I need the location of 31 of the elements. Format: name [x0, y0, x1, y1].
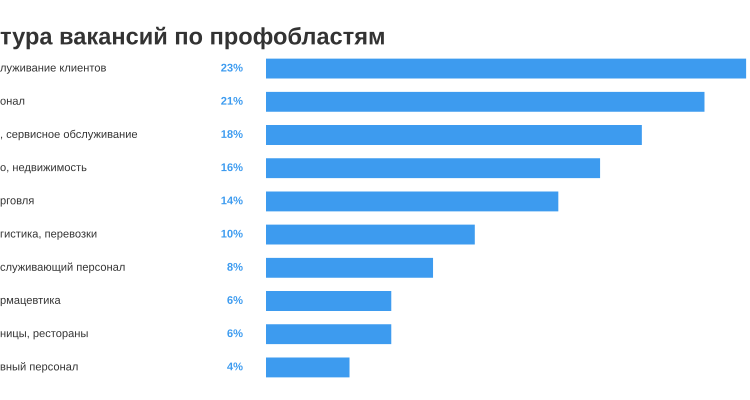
y-tick-label: о, недвижимость — [0, 165, 86, 174]
data-label: 14% — [221, 196, 243, 204]
y-tick-label: , сервисное обслуживание — [1, 130, 138, 140]
data-label: 16% — [221, 163, 243, 172]
y-tick-label: онал — [0, 98, 24, 105]
data-label: 8% — [227, 262, 243, 271]
bar — [266, 291, 392, 311]
bar — [266, 158, 600, 178]
data-label: 4% — [227, 362, 243, 370]
data-label: 6% — [227, 296, 243, 304]
y-tick-label: луживание клиентов — [0, 65, 106, 74]
y-tick-label: рговля — [0, 198, 34, 207]
chart-title: тура вакансий по профобластям — [0, 26, 384, 50]
y-tick-label: служивающий персонал — [0, 262, 125, 274]
y-tick-label: ницы, рестораны — [0, 331, 88, 340]
data-label: 21% — [221, 96, 243, 105]
bar — [266, 191, 558, 212]
y-tick-label: гистика, перевозки — [0, 231, 96, 240]
bar — [266, 357, 350, 378]
y-tick-label: рмацевтика — [0, 298, 61, 306]
bar — [266, 258, 434, 278]
bar — [266, 224, 475, 245]
data-label: 6% — [227, 329, 243, 338]
data-label: 18% — [221, 130, 243, 138]
y-tick-label: вный персонал — [0, 362, 78, 373]
data-label: 10% — [221, 230, 243, 238]
bar — [266, 92, 704, 112]
data-label: 23% — [221, 64, 243, 72]
bar — [266, 58, 746, 79]
bar — [266, 125, 642, 145]
bar — [266, 324, 392, 344]
